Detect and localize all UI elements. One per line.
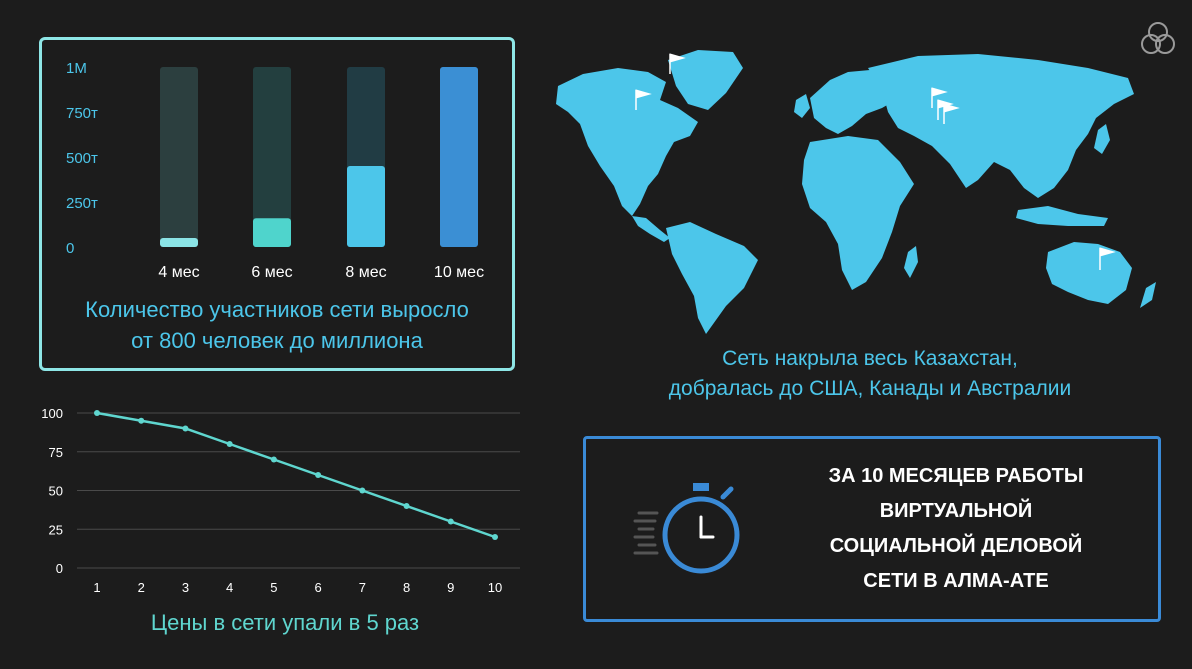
bar-caption-line-1: Количество участников сети выросло xyxy=(85,297,469,322)
map-australia xyxy=(1046,242,1132,304)
map-caption: Сеть накрыла весь Казахстан, добралась д… xyxy=(560,344,1180,404)
world-map-graphic xyxy=(556,50,1156,334)
map-greenland xyxy=(668,50,743,110)
world-map xyxy=(548,38,1158,338)
line-point xyxy=(315,472,322,478)
info-line-2: ВИРТУАЛЬНОЙ xyxy=(879,500,1033,522)
line-point xyxy=(447,518,454,525)
price-line-chart-area: 0 25 50 75 100 1 2 3 4 5 6 7 8 9 10 xyxy=(20,398,530,608)
map-caption-line-2: добралась до США, Канады и Австралии xyxy=(668,377,1072,400)
map-central-america xyxy=(632,216,670,242)
bar-chart-panel: 0 250т 500т 750т 1M 4 мес 6 мес 8 мес 10 мес Кол… xyxy=(39,37,515,371)
info-box: ЗА 10 МЕСЯЦЕВ РАБОТЫ ВИРТУАЛЬНОЙ СОЦИАЛЬ… xyxy=(583,436,1161,622)
map-europe xyxy=(810,70,896,134)
flag-icon xyxy=(635,89,652,110)
map-flags xyxy=(635,53,1116,270)
line-x-tick-label: 4 xyxy=(226,580,233,595)
line-x-tick-label: 9 xyxy=(447,580,454,595)
info-line-4: СЕТИ В АЛМА-АТЕ xyxy=(863,570,1049,592)
line-x-tick-label: 6 xyxy=(314,580,321,595)
line-x-tick-label: 8 xyxy=(403,580,410,595)
line-y-tick-label: 50 xyxy=(49,484,63,499)
map-south-america xyxy=(666,222,758,334)
bar-y-tick-label: 0 xyxy=(66,240,74,257)
map-new-zealand xyxy=(1140,282,1156,308)
line-x-tick-label: 3 xyxy=(182,580,189,595)
triangle-knot-logo xyxy=(1141,22,1175,54)
map-uk xyxy=(794,94,810,118)
bar xyxy=(440,67,478,247)
line-point xyxy=(182,425,189,432)
line-x-tick-label: 2 xyxy=(138,580,145,595)
stopwatch-icon xyxy=(633,483,740,574)
bar xyxy=(347,166,385,247)
line-point xyxy=(94,410,100,416)
line-y-tick-label: 75 xyxy=(49,445,63,460)
map-caption-line-1: Сеть накрыла весь Казахстан, xyxy=(722,347,1018,370)
bar xyxy=(253,218,291,247)
map-africa xyxy=(802,136,914,290)
map-japan xyxy=(1094,124,1110,154)
bar-x-tick-label: 10 мес xyxy=(434,264,484,281)
participants-bar-chart: 0 250т 500т 750т 1M 4 мес 6 мес 8 мес 10 мес xyxy=(66,60,484,281)
line-x-tick-label: 1 xyxy=(93,580,100,595)
line-point xyxy=(492,534,498,540)
bar-chart-caption: Количество участников сети выросло от 80… xyxy=(42,294,512,356)
line-y-tick-label: 25 xyxy=(49,522,63,537)
bar-track xyxy=(160,67,198,247)
info-text: ЗА 10 МЕСЯЦЕВ РАБОТЫ ВИРТУАЛЬНОЙ СОЦИАЛЬ… xyxy=(776,459,1136,599)
line-point xyxy=(270,456,277,463)
map-madagascar xyxy=(904,246,918,278)
bar-x-tick-label: 6 мес xyxy=(251,264,292,281)
bar-caption-line-2: от 800 человек до миллиона xyxy=(131,328,423,353)
info-line-1: ЗА 10 МЕСЯЦЕВ РАБОТЫ xyxy=(828,465,1084,487)
line-y-tick-label: 0 xyxy=(56,561,63,576)
bar-y-tick-label: 500т xyxy=(66,150,98,167)
flag-icon xyxy=(1099,247,1116,270)
line-point xyxy=(403,503,410,509)
line-x-tick-label: 5 xyxy=(270,580,277,595)
line-point xyxy=(226,441,233,447)
price-series-line xyxy=(96,411,496,539)
bar-y-tick-label: 250т xyxy=(66,195,98,212)
bar-x-tick-label: 4 мес xyxy=(158,264,199,281)
bar xyxy=(160,238,198,247)
flag-icon xyxy=(931,87,948,108)
bar-track xyxy=(253,67,291,247)
line-y-tick-label: 100 xyxy=(41,406,63,421)
line-point xyxy=(138,417,145,424)
map-indonesia xyxy=(1016,206,1108,226)
info-line-3: СОЦИАЛЬНОЙ ДЕЛОВОЙ xyxy=(829,535,1083,557)
flag-icon xyxy=(943,103,960,124)
map-north-america xyxy=(556,68,698,216)
price-line-chart: 0 25 50 75 100 1 2 3 4 5 6 7 8 9 10 xyxy=(41,406,520,595)
flag-icon xyxy=(669,53,686,74)
line-x-tick-label: 7 xyxy=(359,580,366,595)
line-chart-caption: Цены в сети упали в 5 раз xyxy=(150,610,420,635)
bar-x-tick-label: 8 мес xyxy=(345,264,386,281)
line-x-tick-label: 10 xyxy=(488,580,502,595)
bar-y-tick-label: 750т xyxy=(66,105,98,122)
line-point xyxy=(359,487,366,494)
bar-y-tick-label: 1M xyxy=(66,60,87,77)
